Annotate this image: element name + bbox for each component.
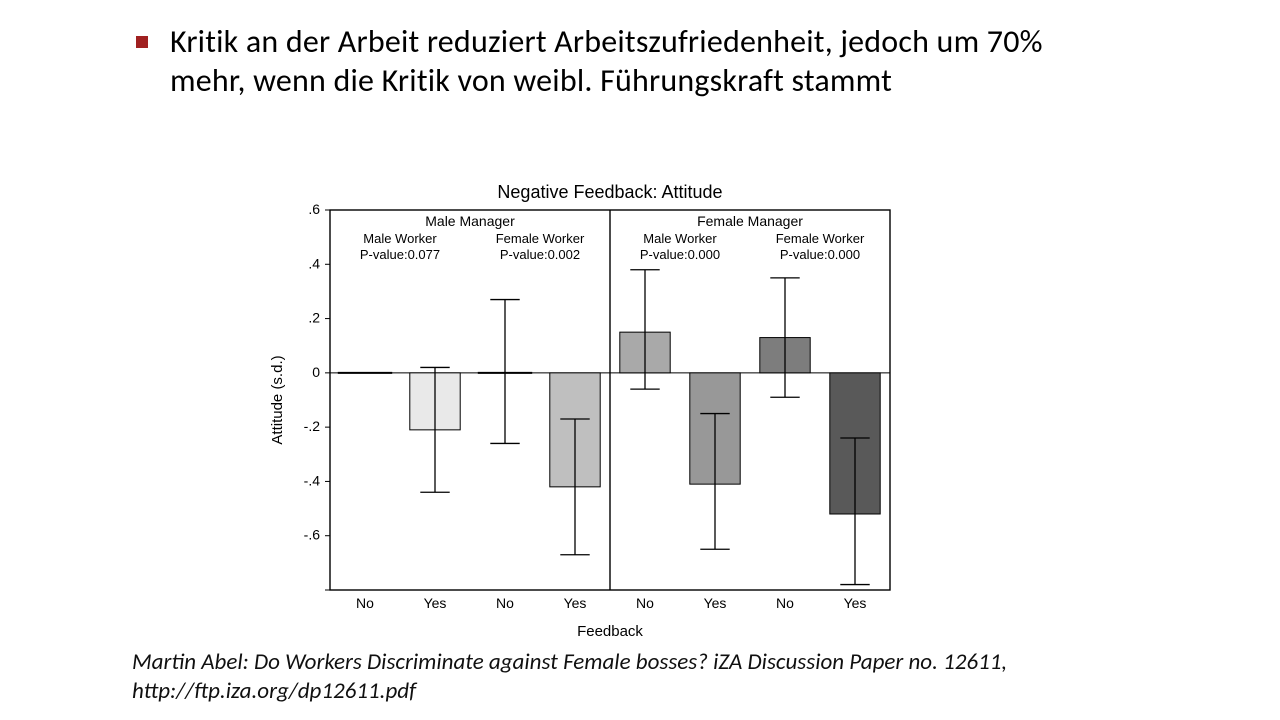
svg-text:Female Manager: Female Manager [697, 213, 803, 229]
svg-text:-.4: -.4 [304, 472, 321, 488]
svg-text:P-value:0.002: P-value:0.002 [500, 247, 580, 262]
svg-text:Yes: Yes [564, 595, 587, 611]
svg-text:-.2: -.2 [304, 418, 321, 434]
svg-text:Negative Feedback: Attitude: Negative Feedback: Attitude [497, 182, 722, 202]
svg-text:Yes: Yes [424, 595, 447, 611]
bullet-square-icon [136, 36, 148, 48]
svg-text:P-value:0.000: P-value:0.000 [780, 247, 860, 262]
svg-text:Female Worker: Female Worker [496, 231, 585, 246]
svg-text:-.6: -.6 [304, 527, 321, 543]
svg-text:No: No [636, 595, 654, 611]
svg-text:No: No [776, 595, 794, 611]
svg-text:Female Worker: Female Worker [776, 231, 865, 246]
svg-text:Yes: Yes [704, 595, 727, 611]
svg-text:Yes: Yes [844, 595, 867, 611]
svg-text:P-value:0.000: P-value:0.000 [640, 247, 720, 262]
bullet-item: Kritik an der Arbeit reduziert Arbeitszu… [136, 22, 1096, 100]
svg-text:P-value:0.077: P-value:0.077 [360, 247, 440, 262]
svg-text:.2: .2 [308, 310, 320, 326]
svg-text:Feedback: Feedback [577, 623, 643, 640]
citation-text: Martin Abel: Do Workers Discriminate aga… [132, 648, 1032, 707]
svg-text:0: 0 [312, 364, 320, 380]
svg-text:No: No [356, 595, 374, 611]
slide: Kritik an der Arbeit reduziert Arbeitszu… [0, 0, 1280, 720]
bullet-text: Kritik an der Arbeit reduziert Arbeitszu… [170, 22, 1096, 100]
svg-text:Attitude (s.d.): Attitude (s.d.) [269, 355, 286, 444]
svg-text:.6: .6 [308, 201, 320, 217]
svg-text:Male Manager: Male Manager [425, 213, 515, 229]
svg-text:Male Worker: Male Worker [363, 231, 437, 246]
svg-text:No: No [496, 595, 514, 611]
svg-text:.4: .4 [308, 255, 320, 271]
svg-text:Male Worker: Male Worker [643, 231, 717, 246]
attitude-chart: Negative Feedback: Attitude -.6 -.4 -.2 0 .2.… [260, 182, 900, 642]
